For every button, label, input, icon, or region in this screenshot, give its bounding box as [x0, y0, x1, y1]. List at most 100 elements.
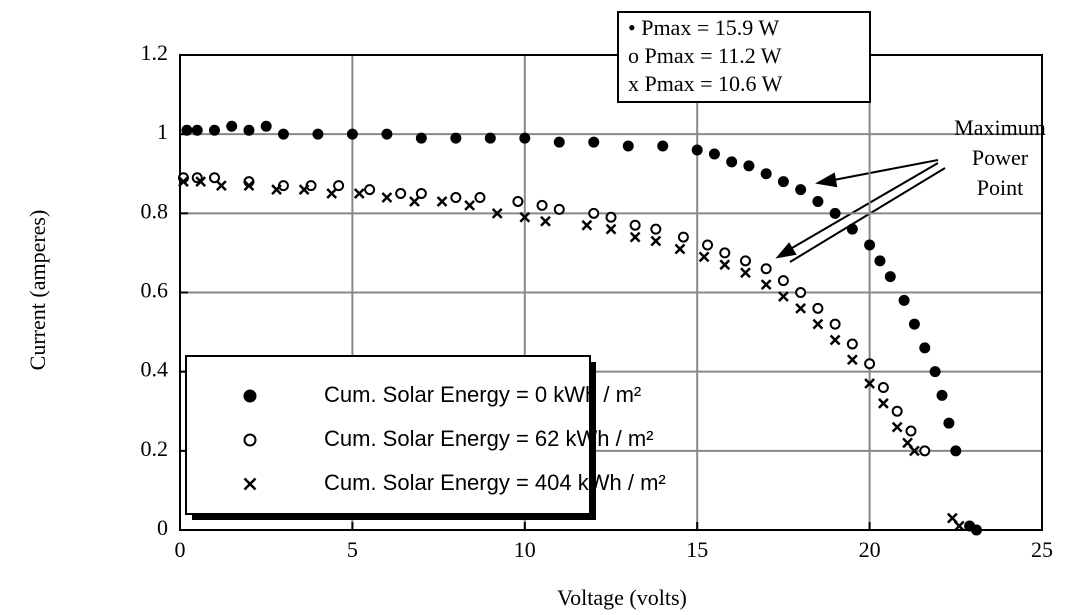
point: [777, 176, 789, 188]
point: [622, 140, 634, 152]
point: [540, 215, 551, 227]
point: [795, 302, 807, 314]
x-tick-label: 20: [859, 537, 881, 562]
y-tick-label: 0.6: [141, 278, 169, 303]
annotation: • Pmax = 15.9 W: [628, 15, 779, 40]
point: [760, 168, 772, 180]
point: [708, 148, 720, 160]
legend-label: Cum. Solar Energy = 404 kWh / m²: [324, 470, 666, 495]
x-tick-label: 5: [347, 537, 358, 562]
point: [953, 520, 965, 532]
point: [874, 255, 886, 267]
point: [777, 275, 789, 287]
point: [846, 338, 858, 350]
point: [740, 267, 751, 279]
point: [864, 358, 876, 370]
y-tick-label: 0: [157, 515, 168, 540]
point: [760, 263, 772, 275]
point: [891, 421, 903, 433]
point: [178, 176, 189, 188]
point: [312, 128, 324, 140]
point: [588, 207, 600, 219]
point: [553, 203, 565, 215]
point: [536, 199, 548, 211]
annotation: o Pmax = 11.2 W: [628, 43, 782, 68]
point: [908, 318, 920, 330]
point: [812, 302, 824, 314]
point: [812, 318, 824, 330]
point: [519, 132, 531, 144]
point: [778, 291, 789, 302]
point: [650, 235, 662, 247]
point: [415, 188, 427, 200]
point: [891, 405, 903, 417]
point: [909, 445, 920, 457]
x-tick-label: 25: [1031, 537, 1053, 562]
point: [877, 382, 889, 393]
point: [464, 200, 476, 211]
point: [277, 128, 289, 140]
point: [743, 160, 755, 172]
point: [484, 132, 496, 144]
callout-arrows: [775, 159, 946, 263]
point: [208, 172, 220, 184]
y-tick-label: 1.2: [141, 40, 169, 65]
callout: Maximum: [954, 115, 1046, 140]
point: [553, 136, 565, 148]
callout: Power: [972, 145, 1029, 170]
point: [905, 425, 917, 437]
point: [650, 223, 662, 235]
point: [846, 354, 858, 366]
point: [829, 207, 841, 219]
point: [436, 196, 448, 207]
y-tick-label: 0.4: [141, 357, 169, 382]
point: [864, 378, 875, 389]
point: [588, 136, 600, 148]
point: [381, 192, 393, 203]
point: [474, 192, 486, 203]
point: [605, 223, 617, 235]
point: [719, 259, 731, 271]
point: [760, 279, 772, 290]
point: [409, 196, 420, 207]
annotation-box: [617, 11, 871, 103]
point: [208, 124, 220, 136]
point: [691, 144, 703, 156]
point: [450, 132, 462, 144]
point: [919, 342, 931, 354]
point: [878, 397, 889, 409]
point: [605, 211, 617, 223]
point: [795, 184, 807, 196]
point: [381, 128, 393, 140]
point: [898, 294, 910, 306]
point: [698, 251, 710, 263]
point: [970, 524, 982, 536]
legend-marker: [243, 389, 257, 403]
annotation: x Pmax = 10.6 W: [628, 71, 783, 96]
callout: Point: [977, 175, 1023, 200]
point: [726, 156, 738, 168]
point: [364, 184, 376, 196]
point: [657, 140, 669, 152]
point: [191, 124, 203, 136]
legend-label: Cum. Solar Energy = 62 kWh / m²: [324, 426, 654, 451]
point: [195, 176, 207, 188]
point: [950, 445, 962, 457]
point: [702, 239, 714, 251]
point: [919, 445, 931, 457]
y-axis-label: Current (amperes): [25, 210, 50, 371]
x-tick-label: 10: [514, 537, 536, 562]
point: [181, 124, 193, 136]
legend-label: Cum. Solar Energy = 0 kWh / m²: [324, 382, 641, 407]
point: [674, 243, 686, 255]
point: [795, 287, 807, 298]
y-tick-label: 0.2: [141, 436, 169, 461]
point: [581, 219, 593, 231]
point: [829, 318, 841, 330]
point: [260, 120, 272, 132]
x-axis-label: Voltage (volts): [557, 585, 687, 610]
point: [346, 128, 358, 140]
x-tick-label: 15: [686, 537, 708, 562]
point: [333, 180, 345, 192]
